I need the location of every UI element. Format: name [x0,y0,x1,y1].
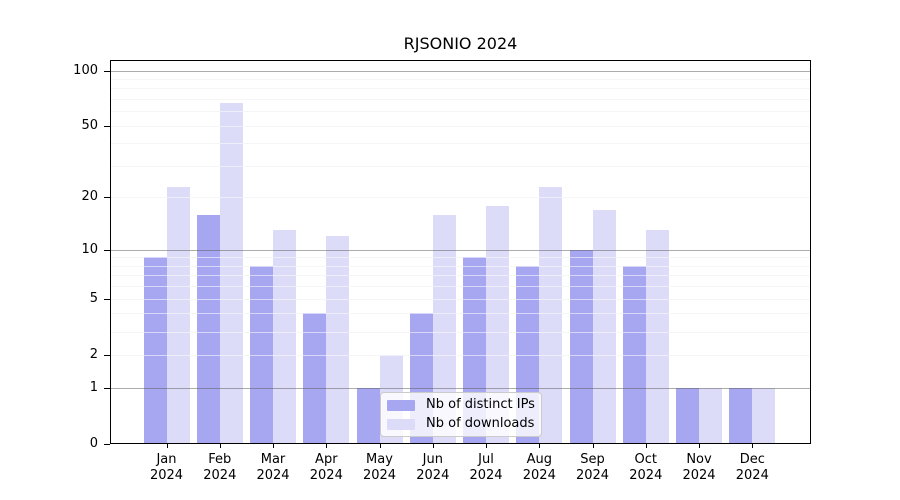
bar-downloads-sep [592,209,616,443]
gridline-minor-overlay [111,265,810,267]
bar-downloads-aug [539,186,563,443]
x-tick-mark [273,444,274,448]
top-spine [110,60,811,61]
y-tick-mark [104,70,110,72]
x-tick-label: Aug 2024 [522,452,556,483]
x-tick-label: Jan 2024 [149,452,184,483]
bar-distinct-ips-jan [143,257,167,443]
y-axis-spine [110,60,111,444]
x-tick-label: Mar 2024 [256,452,290,483]
legend-swatch-distinct-ips [387,399,415,411]
gridline-minor-overlay [111,354,810,356]
gridline-major [111,249,810,251]
bar-downloads-nov [699,387,722,443]
legend: Nb of distinct IPs Nb of downloads [380,392,542,437]
x-tick-label: Jul 2024 [469,452,503,483]
x-tick-label: Sep 2024 [575,452,610,483]
x-tick-label: Oct 2024 [629,452,663,483]
bar-distinct-ips-dec [729,387,753,443]
gridline-minor-overlay [111,125,810,127]
gridline-major [111,387,810,389]
y-tick-mark [104,443,110,445]
bar-downloads-jul [486,205,509,443]
x-tick-label: May 2024 [362,452,397,483]
x-tick-mark [326,444,328,448]
bar-distinct-ips-may [356,387,380,443]
legend-swatch-downloads [387,418,415,430]
x-axis-spine [110,443,811,444]
x-tick-mark [752,444,754,448]
bar-distinct-ips-sep [569,249,593,443]
y-tick-mark [104,125,110,127]
bar-downloads-jun [432,214,456,443]
gridline-minor-overlay [111,298,810,300]
legend-item-distinct-ips: Nb of distinct IPs [387,398,535,412]
legend-label-downloads: Nb of downloads [426,416,535,431]
bar-downloads-oct [645,230,669,443]
y-tick-mark [104,354,110,356]
y-tick-label: 10 [81,241,98,257]
bar-downloads-dec [752,387,776,443]
bar-distinct-ips-feb [196,214,220,443]
gridline-major [111,70,810,72]
gridline-minor-overlay [111,275,810,277]
y-tick-mark [104,249,110,251]
gridline-minor-overlay [111,257,810,259]
x-tick-label: Nov 2024 [682,452,716,483]
x-tick-mark [219,444,221,448]
bar-distinct-ips-apr [303,313,327,443]
bar-downloads-jan [166,186,190,443]
bar-downloads-feb [219,102,243,443]
right-spine [810,60,811,444]
gridline-minor-overlay [111,313,810,315]
x-tick-mark [432,444,434,448]
x-tick-label: Apr 2024 [309,452,343,483]
y-tick-mark [104,298,110,300]
gridline-minor-overlay [111,166,810,167]
x-tick-mark [379,444,381,448]
gridline-minor-overlay [111,78,810,80]
x-tick-mark [645,444,647,448]
gridline-minor-overlay [111,111,810,113]
x-tick-mark [539,444,541,448]
gridline-minor-overlay [111,286,810,288]
y-tick-label: 5 [89,290,98,306]
gridline-minor-overlay [111,197,810,199]
bar-distinct-ips-mar [250,265,273,443]
gridline-minor-overlay [111,99,810,100]
y-tick-label: 20 [81,189,98,205]
y-tick-mark [104,197,110,199]
x-tick-mark [166,444,168,448]
x-tick-label: Jun 2024 [416,452,450,483]
x-tick-label: Feb 2024 [203,452,237,483]
gridline-minor-overlay [111,88,810,90]
y-tick-label: 50 [81,117,98,133]
bar-downloads-apr [326,236,350,443]
x-tick-mark [699,444,700,448]
legend-item-downloads: Nb of downloads [387,417,535,431]
y-tick-label: 2 [89,346,98,362]
x-tick-mark [592,444,594,448]
bar-distinct-ips-oct [622,265,646,443]
chart-title: RJSONIO 2024 [403,34,518,53]
x-tick-label: Dec 2024 [735,452,769,483]
gridline-minor-overlay [111,331,810,333]
legend-label-distinct-ips: Nb of distinct IPs [426,397,535,412]
bar-distinct-ips-nov [676,387,699,443]
y-tick-label: 1 [89,379,98,395]
y-tick-mark [104,387,110,389]
x-tick-mark [486,444,487,448]
y-tick-label: 100 [73,62,98,78]
gridline-minor-overlay [111,143,810,145]
bar-downloads-mar [273,230,296,443]
y-tick-label: 0 [89,435,98,451]
